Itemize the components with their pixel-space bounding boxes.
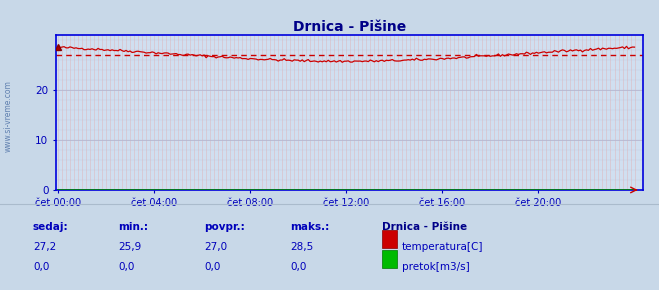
Text: maks.:: maks.:	[290, 222, 330, 232]
Text: 0,0: 0,0	[290, 262, 306, 272]
Text: 28,5: 28,5	[290, 242, 313, 252]
Text: 0,0: 0,0	[33, 262, 49, 272]
Text: 0,0: 0,0	[119, 262, 135, 272]
Title: Drnica - Pišine: Drnica - Pišine	[293, 20, 406, 34]
Text: Drnica - Pišine: Drnica - Pišine	[382, 222, 467, 232]
Text: min.:: min.:	[119, 222, 149, 232]
Text: 27,2: 27,2	[33, 242, 56, 252]
Text: sedaj:: sedaj:	[33, 222, 69, 232]
Text: 25,9: 25,9	[119, 242, 142, 252]
Text: 0,0: 0,0	[204, 262, 221, 272]
Text: 27,0: 27,0	[204, 242, 227, 252]
Text: povpr.:: povpr.:	[204, 222, 245, 232]
Text: temperatura[C]: temperatura[C]	[402, 242, 484, 252]
Text: pretok[m3/s]: pretok[m3/s]	[402, 262, 470, 272]
Text: www.si-vreme.com: www.si-vreme.com	[3, 80, 13, 152]
